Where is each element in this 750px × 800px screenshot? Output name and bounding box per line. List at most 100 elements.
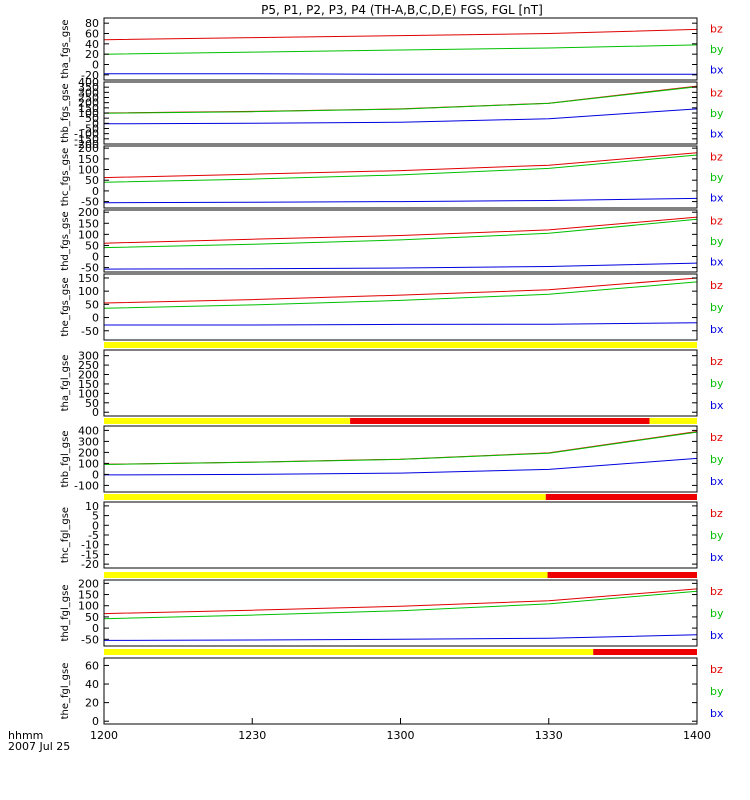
thd_fgs_gse-ytick-label: 150 [78,217,99,230]
the_fgs_gse-ytick-label: 100 [78,285,99,298]
tha_fgl_gse-ytick-label: 200 [78,369,99,382]
thc_fgl_gse-ylabel: thc_fgl_gse [60,507,71,563]
the_fgl_gse-ytick-label: 60 [85,659,99,672]
x-tick-label: 1200 [90,729,118,742]
tha_fgs_gse-legend-bx: bx [710,64,724,77]
thd_fgs_gse-ylabel: thd_fgs_gse [60,211,71,270]
tha_fgs_gse-legend-bz: bz [710,22,723,35]
thc_fgl_gse-ytick-label: 0 [92,519,99,532]
the_fgs_gse-legend-bx: bx [710,323,724,336]
thd_fgl_gse-ytick-label: 0 [92,622,99,635]
the_fgs_gse-legend-bz: bz [710,279,723,292]
thd_fgs_gse-series-bx [103,262,698,270]
tha_fgl_gse-ytick-label: 50 [85,397,99,410]
tha_fgs_gse-series-by [103,44,698,55]
tha_fgl_gse-ytick-label: 250 [78,359,99,372]
thd_fgl_gse-series-bz [103,588,698,615]
the_fgs_gse-legend-by: by [710,301,724,314]
tha_fgs_gse-series-bx [104,73,697,75]
thd_fgs_gse-ytick-label: 50 [85,239,99,252]
thb_fgs_gse-ytick-label: 0 [92,117,99,130]
thb_fgl_gse-frame [103,425,698,493]
status-bar-red-the_fgl_gse [593,649,697,655]
x-date-label: 2007 Jul 25 [8,740,70,753]
status-bar-yellow-the_fgl_gse [104,649,594,655]
status-bar-red-thb_fgl_gse [350,418,650,424]
thb_fgs_gse-ytick-label: -150 [74,133,99,146]
thd_fgs_gse-frame [103,209,698,273]
thc_fgs_gse-legend-bx: bx [710,192,724,205]
thb_fgl_gse-ytick-label: 400 [78,424,99,437]
tha_fgs_gse-ylabel: tha_fgs_gse [60,19,71,78]
panel-the_fgl_gse: 60 40 20 0 the_fgl_gse bz by bx [60,657,724,728]
thd_fgs_gse-legend-bz: bz [710,214,723,227]
thc_fgl_gse-legend-by: by [710,529,724,542]
thc_fgs_gse-ytick-label: 0 [92,185,99,198]
thc_fgs_gse-ytick-label: 150 [78,153,99,166]
x-tick-label: 1300 [387,729,415,742]
the_fgl_gse-legend-bx: bx [710,707,724,720]
tha_fgl_gse-ylabel: tha_fgl_gse [60,355,71,412]
thd_fgs_gse-ytick-label: 200 [78,206,99,219]
thc_fgl_gse-ytick-label: -20 [81,558,99,571]
thb_fgs_gse-ytick-label: 250 [78,92,99,105]
thd_fgs_gse-legend-by: by [710,235,724,248]
thc_fgl_gse-legend-bz: bz [710,507,723,520]
thb_fgs_gse-frame [103,81,698,145]
status-bars-group [104,342,697,655]
the_fgs_gse-frame [103,273,698,341]
x-tick-label: 1330 [535,729,563,742]
thd_fgl_gse-legend-by: by [710,607,724,620]
the_fgl_gse-ytick-label: 20 [85,697,99,710]
thc_fgl_gse-frame [103,501,698,569]
thc_fgl_gse-ytick-label: 5 [92,510,99,523]
thd_fgl_gse-frame [103,579,698,647]
tha_fgs_gse-ytick-label: 60 [85,28,99,41]
tha_fgs_gse-series-bz [103,28,698,41]
thb_fgl_gse-series-bx [103,457,698,476]
thd_fgl_gse-ytick-label: -50 [81,633,99,646]
status-bar-yellow-tha_fgl_gse [104,342,697,348]
the_fgs_gse-ytick-label: -50 [81,325,99,338]
the_fgl_gse-legend-bz: bz [710,663,723,676]
thd_fgl_gse-ytick-label: 200 [78,577,99,590]
thb_fgl_gse-ytick-label: 100 [78,457,99,470]
thd_fgs_gse-legend-bx: bx [710,256,724,269]
thb_fgs_gse-ytick-label: 150 [78,102,99,115]
status-bar-yellow-thb_fgl_gse [104,418,351,424]
thc_fgs_gse-legend-by: by [710,171,724,184]
thd_fgs_gse-ytick-label: 100 [78,228,99,241]
thc_fgl_gse-ytick-label: 10 [85,500,99,513]
the_fgl_gse-legend-by: by [710,685,724,698]
thc_fgs_gse-frame [103,145,698,209]
thc_fgs_gse-series-by [103,154,698,183]
tha_fgs_gse-legend-by: by [710,43,724,56]
the_fgl_gse-ytick-label: 40 [85,678,99,691]
thd_fgl_gse-ytick-label: 150 [78,589,99,602]
the_fgs_gse-series-by [103,281,698,309]
thb_fgs_gse-legend-bz: bz [710,86,723,99]
tha_fgs_gse-ytick-label: 20 [85,48,99,61]
thc_fgs_gse-ylabel: thc_fgs_gse [60,148,71,207]
thc_fgs_gse-series-bx [103,197,698,204]
thb_fgs_gse-legend-by: by [710,107,724,120]
status-bar-yellow-thc_fgl_gse [104,494,546,500]
thb_fgl_gse-ytick-label: 0 [92,468,99,481]
tha_fgl_gse-ytick-label: 300 [78,350,99,363]
the_fgs_gse-ytick-label: 150 [78,272,99,285]
thc_fgs_gse-ytick-label: 100 [78,164,99,177]
thc_fgl_gse-legend-bx: bx [710,551,724,564]
chart-title: P5, P1, P2, P3, P4 (TH-A,B,C,D,E) FGS, F… [261,3,543,17]
thb_fgl_gse-legend-bx: bx [710,475,724,488]
thb_fgs_gse-series-by [103,86,698,114]
thd_fgs_gse-ytick-label: 0 [92,251,99,264]
tha_fgl_gse-ytick-label: 100 [78,387,99,400]
thb_fgs_gse-ylabel: thb_fgs_gse [60,83,71,142]
the_fgs_gse-ytick-label: 50 [85,298,99,311]
thb_fgl_gse-legend-by: by [710,453,724,466]
